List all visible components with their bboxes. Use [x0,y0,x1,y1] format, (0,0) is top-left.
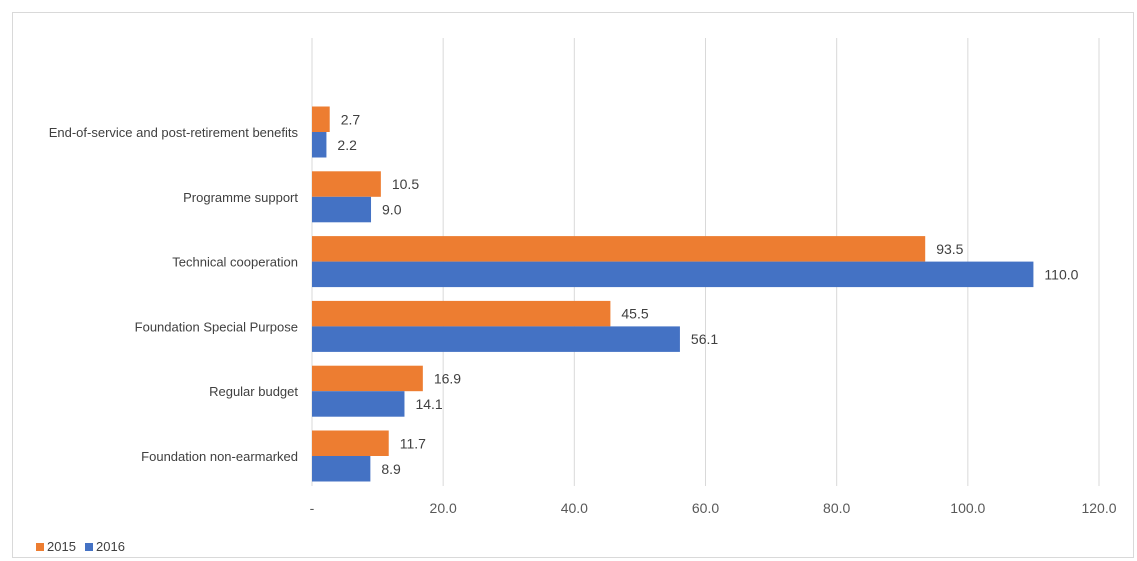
category-label-end-of-service-and-post-retirement-benefits: End-of-service and post-retirement benef… [49,125,299,140]
data-labels: 2.7 2.2 10.5 9.0 93.5 110.0 45.5 56.1 16.9 14.1 11… [337,111,1078,477]
x-tick-label-80: 80.0 [823,500,850,516]
bar-2015-foundation-special-purpose [312,300,611,327]
x-tick-label-20: 20.0 [430,500,457,516]
data-label-2016-programme-support: 9.0 [382,202,402,218]
legend-swatch-2016 [85,543,93,551]
category-label-technical-cooperation: Technical cooperation [172,255,298,270]
data-label-2015-regular-budget: 16.9 [434,370,461,386]
bar-2015-regular-budget [312,365,423,392]
bars [312,106,1034,482]
bar-2015-foundation-non-earmarked [312,430,389,456]
category-label-regular-budget: Regular budget [209,384,298,399]
legend-item-2015: 2015 [36,539,76,554]
data-label-2015-technical-cooperation: 93.5 [936,241,963,257]
data-label-2016-foundation-non-earmarked: 8.9 [381,461,401,477]
data-label-2016-end-of-service-and-post-retirement-benefits: 2.2 [337,137,357,153]
category-labels: End-of-service and post-retirement benef… [49,125,299,464]
data-label-2016-technical-cooperation: 110.0 [1044,266,1078,282]
x-tick-labels: - 20.0 40.0 60.0 80.0 100.0 120.0 [310,500,1117,516]
data-label-2015-foundation-non-earmarked: 11.7 [400,435,426,451]
data-label-2015-foundation-special-purpose: 45.5 [621,306,648,322]
data-label-2016-foundation-special-purpose: 56.1 [691,331,718,347]
bar-2015-programme-support [312,171,381,197]
x-tick-label-100: 100.0 [950,500,985,516]
x-tick-label-60: 60.0 [692,500,719,516]
data-label-2015-end-of-service-and-post-retirement-benefits: 2.7 [341,111,361,127]
legend-label-2015: 2015 [47,539,76,554]
x-tick-label-40: 40.0 [561,500,588,516]
x-tick-label-120: 120.0 [1081,500,1116,516]
bar-2016-regular-budget [312,391,405,417]
category-label-programme-support: Programme support [183,190,298,205]
category-label-foundation-special-purpose: Foundation Special Purpose [135,319,298,334]
legend-item-2016: 2016 [85,539,125,554]
bar-2015-end-of-service-and-post-retirement-benefits [312,106,330,132]
legend: 2015 2016 [36,539,125,554]
legend-swatch-2015 [36,543,44,551]
data-label-2015-programme-support: 10.5 [392,176,419,192]
bar-2016-technical-cooperation [312,261,1034,288]
category-label-foundation-non-earmarked: Foundation non-earmarked [141,449,298,464]
x-tick-label-0: - [310,500,315,516]
bar-2016-foundation-special-purpose [312,326,680,352]
bar-2016-foundation-non-earmarked [312,456,371,482]
legend-label-2016: 2016 [96,539,125,554]
bar-2016-end-of-service-and-post-retirement-benefits [312,132,327,158]
data-label-2016-regular-budget: 14.1 [415,396,442,412]
bar-2016-programme-support [312,196,372,223]
bar-2015-technical-cooperation [312,236,926,262]
